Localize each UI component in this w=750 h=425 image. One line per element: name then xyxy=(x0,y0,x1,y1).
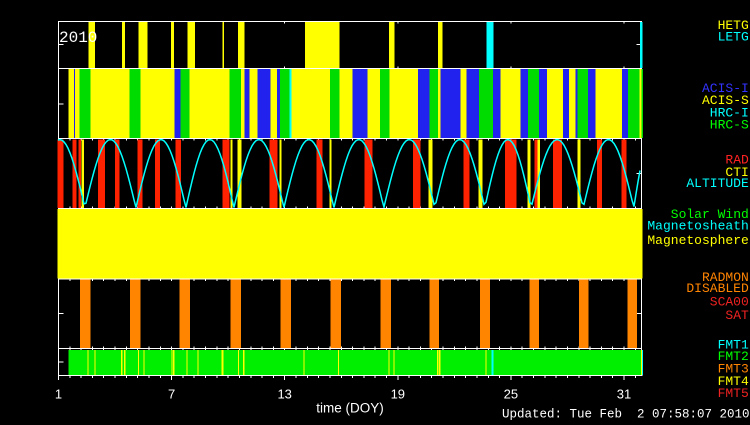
svg-text:RAD: RAD xyxy=(725,153,749,168)
svg-text:DISABLED: DISABLED xyxy=(686,281,749,296)
svg-text:31: 31 xyxy=(617,387,631,402)
svg-text:FMT5: FMT5 xyxy=(718,386,749,401)
svg-text:Solar Wind: Solar Wind xyxy=(671,207,749,222)
svg-text:19: 19 xyxy=(391,387,405,402)
svg-text:1: 1 xyxy=(55,387,62,402)
svg-text:ACIS-I: ACIS-I xyxy=(702,81,749,96)
svg-text:7: 7 xyxy=(168,387,175,402)
svg-text:Magnetosheath: Magnetosheath xyxy=(647,218,748,233)
svg-text:25: 25 xyxy=(504,387,518,402)
svg-text:ACIS-S: ACIS-S xyxy=(702,93,749,108)
svg-text:HETG: HETG xyxy=(718,18,749,33)
svg-text:FMT3: FMT3 xyxy=(718,361,749,376)
svg-text:2010: 2010 xyxy=(59,29,97,47)
svg-text:HRC-I: HRC-I xyxy=(710,105,749,120)
svg-text:SAT: SAT xyxy=(725,308,749,323)
svg-text:FMT2: FMT2 xyxy=(718,349,749,364)
svg-text:Magnetosphere: Magnetosphere xyxy=(647,233,748,248)
svg-text:FMT4: FMT4 xyxy=(718,374,749,389)
svg-text:CTI: CTI xyxy=(725,165,748,180)
svg-text:ALTITUDE: ALTITUDE xyxy=(686,176,749,191)
svg-text:SCA00: SCA00 xyxy=(710,295,749,310)
svg-text:13: 13 xyxy=(277,387,291,402)
svg-text:LETG: LETG xyxy=(718,29,749,44)
svg-text:HRC-S: HRC-S xyxy=(710,117,749,132)
svg-text:RADMON: RADMON xyxy=(702,270,749,285)
svg-text:FMT1: FMT1 xyxy=(718,337,749,352)
svg-text:Updated: Tue Feb 2 07:58:07 2: Updated: Tue Feb 2 07:58:07 2010 xyxy=(502,408,750,421)
svg-text:time (DOY): time (DOY) xyxy=(316,401,384,416)
